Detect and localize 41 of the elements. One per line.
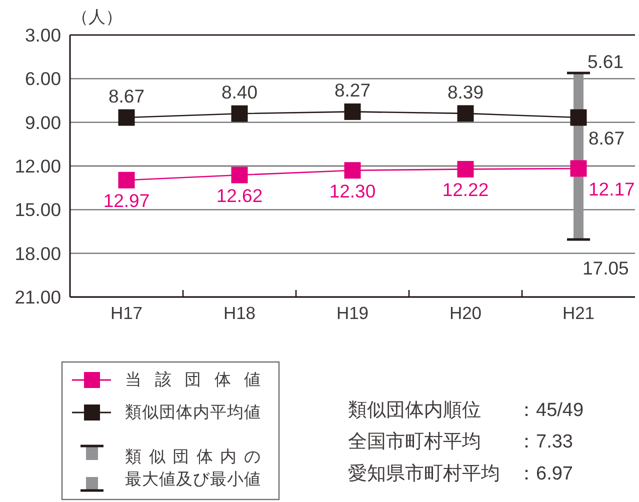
y-tick-label: 3.00: [24, 24, 61, 46]
data-label: 12.97: [103, 190, 150, 212]
point: [344, 103, 361, 120]
text: 類似団体内順位：45/49: [348, 400, 584, 420]
y-axis-title: （人）: [72, 8, 122, 26]
data-label: 8.67: [588, 128, 625, 149]
legend-label: 類似団体内の最大値及び最小値: [125, 448, 261, 488]
point: [231, 166, 248, 184]
y-tick-label: 6.00: [24, 68, 61, 90]
point: [570, 160, 587, 177]
y-tick-label: 9.00: [24, 112, 61, 133]
annotation: 17.05: [582, 258, 629, 279]
point: [457, 105, 474, 122]
legend-label: 類似団体内平均値: [125, 404, 261, 422]
x-tick-label: H19: [336, 303, 369, 323]
data-label: 8.67: [108, 86, 145, 107]
text: 愛知県市町村平均：6.97: [348, 462, 573, 484]
data-label: 12.22: [442, 179, 489, 200]
y-tick-label: 21.00: [14, 286, 61, 308]
y-tick-label: 12.00: [14, 156, 61, 176]
x-tick-label: H17: [110, 303, 143, 323]
point: [118, 172, 135, 188]
point: [457, 160, 474, 178]
x-tick-label: H20: [449, 303, 482, 323]
legend-label: 当該団体値: [125, 370, 261, 389]
x-tick-label: H21: [562, 303, 595, 323]
data-label: 12.30: [329, 180, 376, 202]
y-tick-label: 15.00: [14, 199, 61, 220]
data-label: 8.40: [221, 82, 258, 103]
annotation: 5.61: [588, 50, 624, 72]
point: [570, 109, 587, 126]
data-label: 12.17: [588, 178, 635, 200]
y-tick-label: 18.00: [14, 242, 61, 264]
data-label: 8.27: [334, 80, 371, 101]
point: [344, 162, 361, 179]
point: [231, 105, 248, 122]
data-label: 12.62: [216, 185, 263, 206]
data-label: 8.39: [447, 81, 484, 102]
text: 全国市町村平均：7.33: [348, 431, 573, 452]
x-tick-label: H18: [223, 303, 256, 323]
point: [118, 109, 135, 126]
